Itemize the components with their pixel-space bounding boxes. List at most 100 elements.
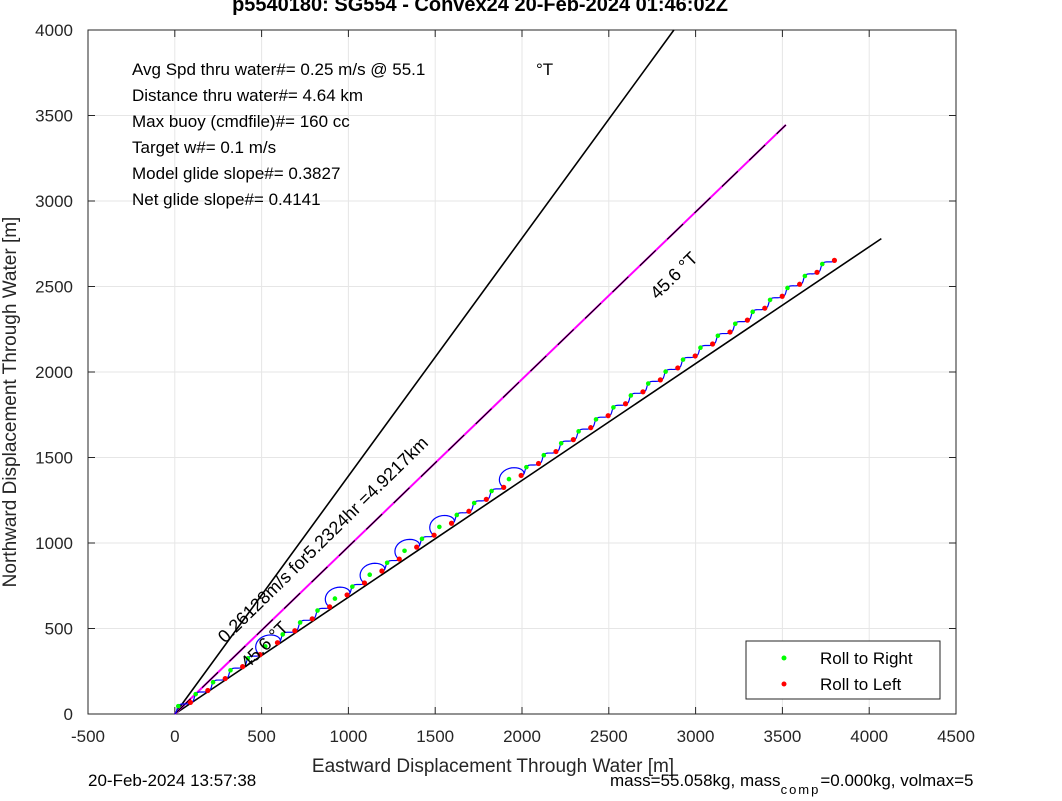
reference-line: [174, 29, 675, 715]
roll-left-marker: [483, 496, 489, 502]
roll-right-marker: [489, 488, 494, 494]
legend-marker: [781, 681, 787, 687]
roll-right-marker: [680, 357, 686, 362]
roll-left-marker: [553, 448, 559, 455]
legend-label: Roll to Left: [820, 675, 902, 694]
info-text-block: Avg Spd thru water#= 0.25 m/s @ 55.1 Dist…: [132, 60, 553, 209]
x-tick-label: 0: [170, 727, 179, 746]
roll-right-marker: [750, 309, 755, 315]
y-tick-label: 500: [45, 620, 73, 639]
axis-ticks: [87, 29, 957, 715]
annotation-label: 45.6 °T: [646, 248, 702, 303]
roll-left-marker: [762, 305, 768, 311]
legend: Roll to Right Roll to Left: [745, 640, 941, 700]
roll-left-marker: [309, 616, 315, 622]
roll-left-marker: [657, 377, 663, 383]
roll-right-marker: [402, 548, 407, 554]
roll-left-marker: [257, 652, 263, 658]
roll-right-marker: [193, 691, 198, 697]
roll-left-marker: [744, 317, 750, 323]
roll-right-marker: [819, 261, 825, 267]
roll-right-marker: [524, 464, 529, 470]
roll-left-marker: [570, 437, 576, 443]
x-tick-label: 500: [247, 727, 275, 746]
roll-left-marker: [727, 329, 733, 335]
x-tick-label: 1500: [416, 727, 454, 746]
legend-marker: [781, 655, 787, 661]
roll-right-marker: [802, 273, 808, 279]
roll-left-marker: [274, 640, 281, 646]
roll-left-marker: [831, 257, 838, 263]
info-line: Model glide slope#= 0.3827: [132, 164, 340, 183]
roll-right-marker: [437, 524, 442, 530]
roll-left-marker: [797, 281, 803, 287]
heading-line: [174, 124, 787, 715]
roll-left-marker: [292, 628, 298, 634]
roll-left-marker: [344, 592, 350, 598]
info-line: Avg Spd thru water#= 0.25 m/s @ 55.1: [132, 60, 425, 79]
roll-right-marker: [506, 476, 512, 482]
roll-right-marker: [471, 500, 477, 506]
roll-left-marker: [414, 544, 420, 550]
roll-right-marker: [350, 584, 355, 589]
roll-left-marker: [675, 365, 681, 371]
roll-left-marker: [361, 580, 368, 586]
roll-left-marker: [518, 472, 524, 479]
roll-left-marker: [205, 687, 211, 694]
roll-right-marker: [210, 679, 216, 685]
x-tick-label: 3000: [677, 727, 715, 746]
footer-mass-tail: =0.000kg, volmax=5: [820, 771, 974, 790]
info-unit: °T: [536, 60, 553, 79]
roll-right-marker: [541, 452, 547, 458]
reference-lines: [174, 29, 882, 715]
roll-left-marker: [431, 532, 437, 538]
roll-left-marker: [501, 484, 507, 490]
roll-right-marker: [785, 285, 790, 291]
roll-left-marker: [814, 269, 820, 275]
x-tick-label: -500: [71, 727, 105, 746]
x-tick-label: 4500: [937, 727, 975, 746]
x-tick-label: 2000: [503, 727, 541, 746]
roll-left-marker: [187, 699, 194, 706]
roll-left-marker: [709, 341, 716, 347]
y-tick-label: 3500: [35, 107, 73, 126]
roll-right-marker: [367, 572, 373, 577]
roll-right-marker: [558, 440, 564, 446]
roll-left-marker: [379, 568, 385, 574]
y-tick-label: 0: [64, 705, 73, 724]
y-tick-label: 2500: [35, 278, 73, 297]
roll-right-marker: [332, 596, 338, 601]
roll-right-marker: [263, 644, 268, 649]
info-line: Max buoy (cmdfile)#= 160 cc: [132, 112, 350, 131]
footer-mass-text: mass=55.058kg, mass: [610, 771, 781, 790]
roll-right-marker: [297, 620, 303, 625]
roll-left-marker: [240, 664, 246, 670]
y-tick-label: 2000: [35, 363, 73, 382]
footer-timestamp: 20-Feb-2024 13:57:38: [88, 771, 257, 790]
x-tick-label: 2500: [590, 727, 628, 746]
footer-mass: mass=55.058kg, masscomp=0.000kg, volmax=…: [610, 771, 973, 797]
x-tick-label: 1000: [329, 727, 367, 746]
roll-left-marker: [622, 401, 629, 407]
roll-left-marker: [222, 675, 228, 682]
legend-label: Roll to Right: [820, 649, 913, 668]
y-tick-label: 1500: [35, 449, 73, 468]
reference-line: [174, 237, 882, 715]
roll-right-marker: [245, 656, 251, 661]
roll-left-marker: [327, 604, 333, 610]
roll-right-marker: [698, 345, 703, 350]
roll-left-marker: [535, 460, 542, 467]
y-tick-label: 1000: [35, 534, 73, 553]
roll-right-marker: [611, 405, 616, 410]
roll-left-marker: [640, 389, 646, 395]
heading-line-dashed: [174, 124, 787, 715]
roll-right-marker: [732, 321, 738, 327]
roll-right-marker: [280, 632, 286, 637]
chart-title: p5540180: SG554 - Convex24 20-Feb-2024 0…: [232, 0, 728, 16]
roll-left-marker: [605, 413, 611, 419]
footer-mass-sub: comp: [780, 782, 821, 797]
roll-left-marker: [448, 520, 455, 526]
roll-left-marker: [779, 293, 785, 299]
roll-right-marker: [454, 512, 460, 518]
